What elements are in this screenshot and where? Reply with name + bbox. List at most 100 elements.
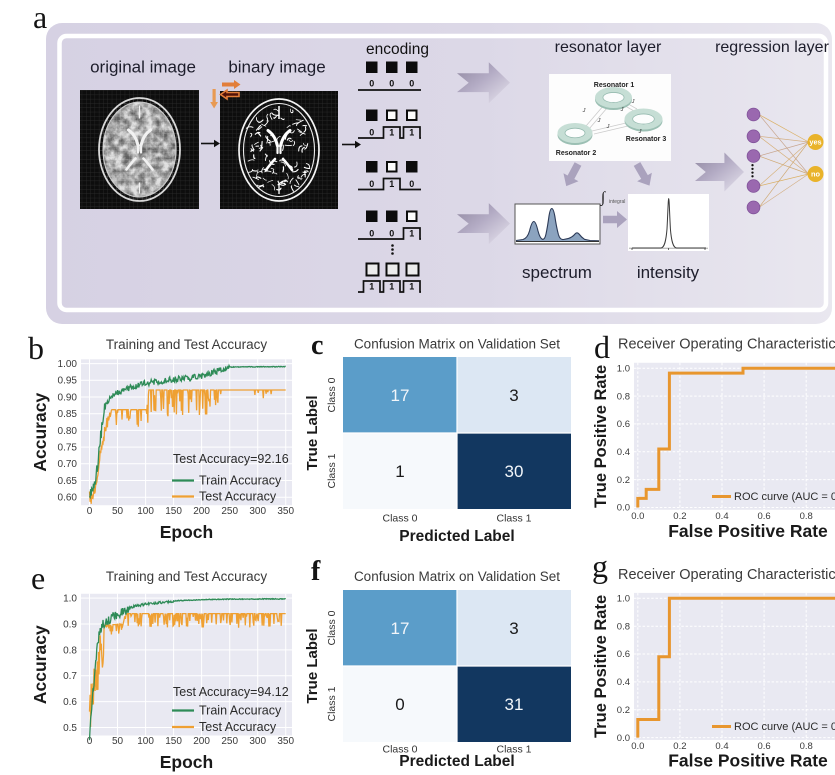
svg-text:Test Accuracy=94.12: Test Accuracy=94.12 (173, 685, 289, 699)
svg-text:Accuracy: Accuracy (30, 393, 50, 472)
svg-text:Class 1: Class 1 (496, 744, 531, 756)
svg-text:Epoch: Epoch (160, 522, 213, 542)
svg-text:1: 1 (409, 229, 414, 239)
svg-text:Confusion Matrix on Validation: Confusion Matrix on Validation Set (354, 569, 560, 584)
svg-text:J: J (638, 129, 642, 135)
svg-text:250: 250 (221, 736, 238, 747)
svg-text:0.95: 0.95 (58, 376, 78, 387)
svg-text:350: 350 (277, 736, 294, 747)
svg-text:0.6: 0.6 (757, 741, 770, 752)
svg-text:17: 17 (391, 386, 410, 405)
svg-text:0.60: 0.60 (58, 493, 78, 504)
svg-text:0.2: 0.2 (617, 705, 630, 716)
svg-text:3: 3 (509, 386, 518, 405)
svg-text:∫: ∫ (600, 190, 607, 206)
svg-text:regression layer: regression layer (715, 39, 830, 56)
svg-text:0.6: 0.6 (617, 419, 630, 430)
svg-text:0.8: 0.8 (63, 645, 77, 656)
svg-text:0.80: 0.80 (58, 426, 78, 437)
svg-text:1: 1 (395, 462, 404, 481)
svg-text:1.0: 1.0 (617, 363, 630, 374)
svg-text:0.0: 0.0 (631, 741, 644, 752)
svg-text:Class 0: Class 0 (326, 610, 338, 645)
svg-text:0.8: 0.8 (800, 741, 813, 752)
svg-text:1: 1 (409, 128, 414, 138)
svg-text:Train Accuracy: Train Accuracy (199, 704, 282, 718)
svg-text:0: 0 (409, 79, 414, 89)
svg-text:0.6: 0.6 (617, 649, 630, 660)
svg-text:50: 50 (112, 506, 124, 517)
svg-text:50: 50 (112, 736, 124, 747)
svg-text:J: J (620, 107, 624, 113)
svg-text:350: 350 (277, 506, 294, 517)
svg-text:0.2: 0.2 (673, 741, 686, 752)
svg-text:0: 0 (409, 179, 414, 189)
svg-text:300: 300 (249, 506, 266, 517)
svg-text:0.85: 0.85 (58, 409, 78, 420)
svg-text:Test Accuracy: Test Accuracy (199, 720, 277, 734)
svg-text:Receiver Operating Characteris: Receiver Operating Characteristic (618, 337, 835, 353)
svg-text:1: 1 (389, 282, 394, 292)
svg-text:0: 0 (369, 128, 374, 138)
svg-text:Train Accuracy: Train Accuracy (199, 474, 282, 488)
svg-text:False Positive Rate: False Positive Rate (668, 751, 828, 771)
svg-text:1: 1 (369, 282, 374, 292)
svg-text:True Positive Rate: True Positive Rate (592, 365, 610, 508)
svg-text:True Label: True Label (304, 628, 321, 703)
svg-text:0.8: 0.8 (800, 511, 813, 522)
svg-text:0: 0 (389, 229, 394, 239)
svg-text:0.2: 0.2 (673, 511, 686, 522)
svg-text:0.0: 0.0 (617, 503, 630, 514)
svg-text:0.7: 0.7 (63, 671, 77, 682)
svg-text:Accuracy: Accuracy (30, 625, 50, 704)
svg-text:spectrum: spectrum (522, 263, 592, 282)
svg-text:0: 0 (369, 79, 374, 89)
svg-text:Training and Test Accuracy: Training and Test Accuracy (106, 569, 268, 584)
svg-text:0: 0 (87, 736, 93, 747)
svg-text:False Positive Rate: False Positive Rate (668, 521, 828, 541)
svg-text:0.8: 0.8 (617, 621, 630, 632)
svg-text:1: 1 (389, 128, 394, 138)
svg-text:0.9: 0.9 (63, 619, 77, 630)
svg-text:J: J (606, 124, 610, 130)
svg-text:Training and Test Accuracy: Training and Test Accuracy (106, 337, 268, 352)
svg-text:Resonator 3: Resonator 3 (626, 136, 667, 143)
svg-text:30: 30 (505, 462, 524, 481)
svg-text:0.2: 0.2 (617, 475, 630, 486)
svg-text:ROC curve (AUC = 0.89): ROC curve (AUC = 0.89) (734, 491, 835, 503)
svg-text:0.6: 0.6 (757, 511, 770, 522)
svg-text:original image: original image (90, 58, 196, 77)
svg-text:binary image: binary image (228, 58, 325, 77)
svg-text:0.90: 0.90 (58, 392, 78, 403)
svg-text:encoding: encoding (366, 41, 429, 58)
svg-text:0: 0 (395, 695, 404, 714)
svg-text:Confusion Matrix on Validation: Confusion Matrix on Validation Set (354, 337, 560, 352)
svg-text:0: 0 (369, 179, 374, 189)
svg-text:J: J (582, 108, 586, 114)
svg-text:Resonator 2: Resonator 2 (556, 150, 597, 157)
svg-text:0.0: 0.0 (631, 511, 644, 522)
svg-text:integral: integral (609, 199, 625, 205)
svg-text:150: 150 (165, 736, 182, 747)
svg-text:0: 0 (369, 229, 374, 239)
svg-text:0.65: 0.65 (58, 476, 78, 487)
svg-text:ROC curve (AUC = 0.89): ROC curve (AUC = 0.89) (734, 721, 835, 733)
svg-text:intensity: intensity (637, 263, 700, 282)
svg-text:0.5: 0.5 (63, 723, 77, 734)
svg-text:J: J (597, 118, 601, 124)
svg-text:Test Accuracy: Test Accuracy (199, 490, 277, 504)
svg-text:200: 200 (193, 506, 210, 517)
svg-text:Class 1: Class 1 (496, 513, 531, 525)
svg-text:0: 0 (87, 506, 93, 517)
svg-text:Test Accuracy=92.16: Test Accuracy=92.16 (173, 452, 289, 466)
svg-text:100: 100 (137, 506, 154, 517)
svg-text:1.00: 1.00 (58, 359, 78, 370)
svg-text:1: 1 (409, 282, 414, 292)
svg-text:0.75: 0.75 (58, 443, 78, 454)
svg-text:Class 0: Class 0 (382, 744, 417, 756)
svg-text:300: 300 (249, 736, 266, 747)
svg-text:0.4: 0.4 (715, 511, 728, 522)
svg-text:100: 100 (137, 736, 154, 747)
svg-text:250: 250 (221, 506, 238, 517)
svg-text:0: 0 (389, 79, 394, 89)
